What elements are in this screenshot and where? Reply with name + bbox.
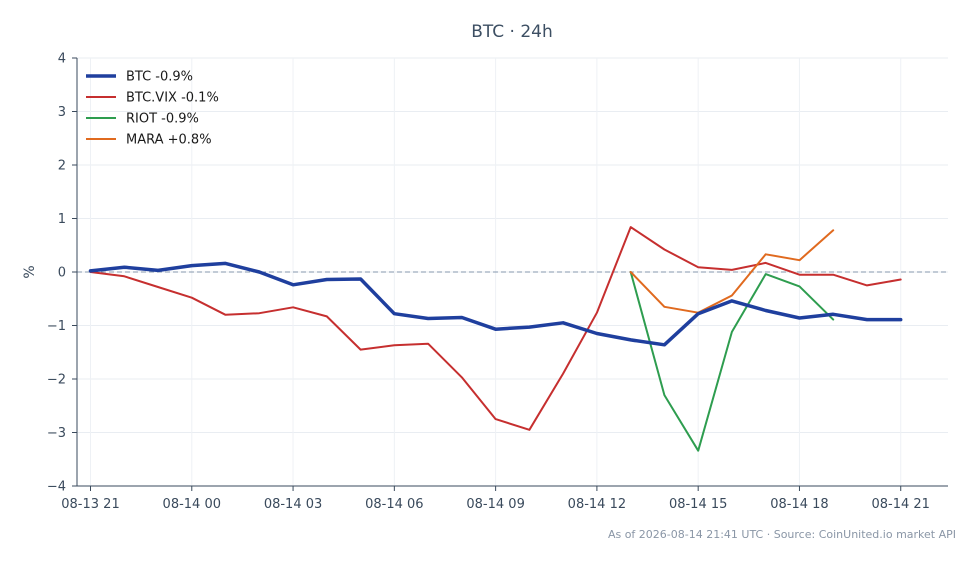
x-tick-label: 08-14 00: [163, 497, 221, 512]
footer-note: As of 2026-08-14 21:41 UTC · Source: Coi…: [608, 528, 956, 541]
y-tick-label: −1: [47, 319, 66, 334]
legend-label: BTC -0.9%: [126, 70, 193, 85]
x-tick-label: 08-14 09: [466, 497, 524, 512]
y-tick-label: 0: [58, 266, 66, 281]
legend-label: MARA +0.8%: [126, 133, 212, 148]
x-tick-label: 08-14 21: [872, 497, 930, 512]
legend: BTC -0.9% BTC.VIX -0.1% RIOT -0.9% MARA +0.…: [86, 70, 219, 148]
y-tick-label: −3: [47, 426, 66, 441]
y-tick-label: −2: [47, 373, 66, 388]
y-tick-label: 1: [58, 212, 66, 227]
series-line-btc: [88, 261, 903, 347]
y-axis-label: %: [22, 265, 38, 278]
series-line-riot: [629, 271, 835, 452]
legend-label: RIOT -0.9%: [126, 112, 199, 127]
x-tick-label: 08-13 21: [61, 497, 119, 512]
y-tick-label: 3: [58, 105, 66, 120]
series-line-btc-vix: [89, 226, 902, 431]
series-line-mara: [629, 229, 835, 314]
axes: 4 3 2 1 0 −1 −2 −3 −4 08-13 21 08-14 00 08-14 03 08-…: [47, 52, 948, 512]
x-tick-label: 08-14 18: [770, 497, 828, 512]
x-tick-label: 08-14 06: [365, 497, 423, 512]
y-tick-label: 4: [58, 52, 66, 67]
y-tick-label: −4: [47, 480, 66, 495]
x-tick-label: 08-14 03: [264, 497, 322, 512]
x-tick-label: 08-14 15: [669, 497, 727, 512]
chart-title: BTC · 24h: [471, 22, 553, 42]
legend-label: BTC.VIX -0.1%: [126, 91, 219, 106]
series-layer: [88, 226, 903, 452]
y-tick-label: 2: [58, 159, 66, 174]
x-tick-label: 08-14 12: [568, 497, 626, 512]
